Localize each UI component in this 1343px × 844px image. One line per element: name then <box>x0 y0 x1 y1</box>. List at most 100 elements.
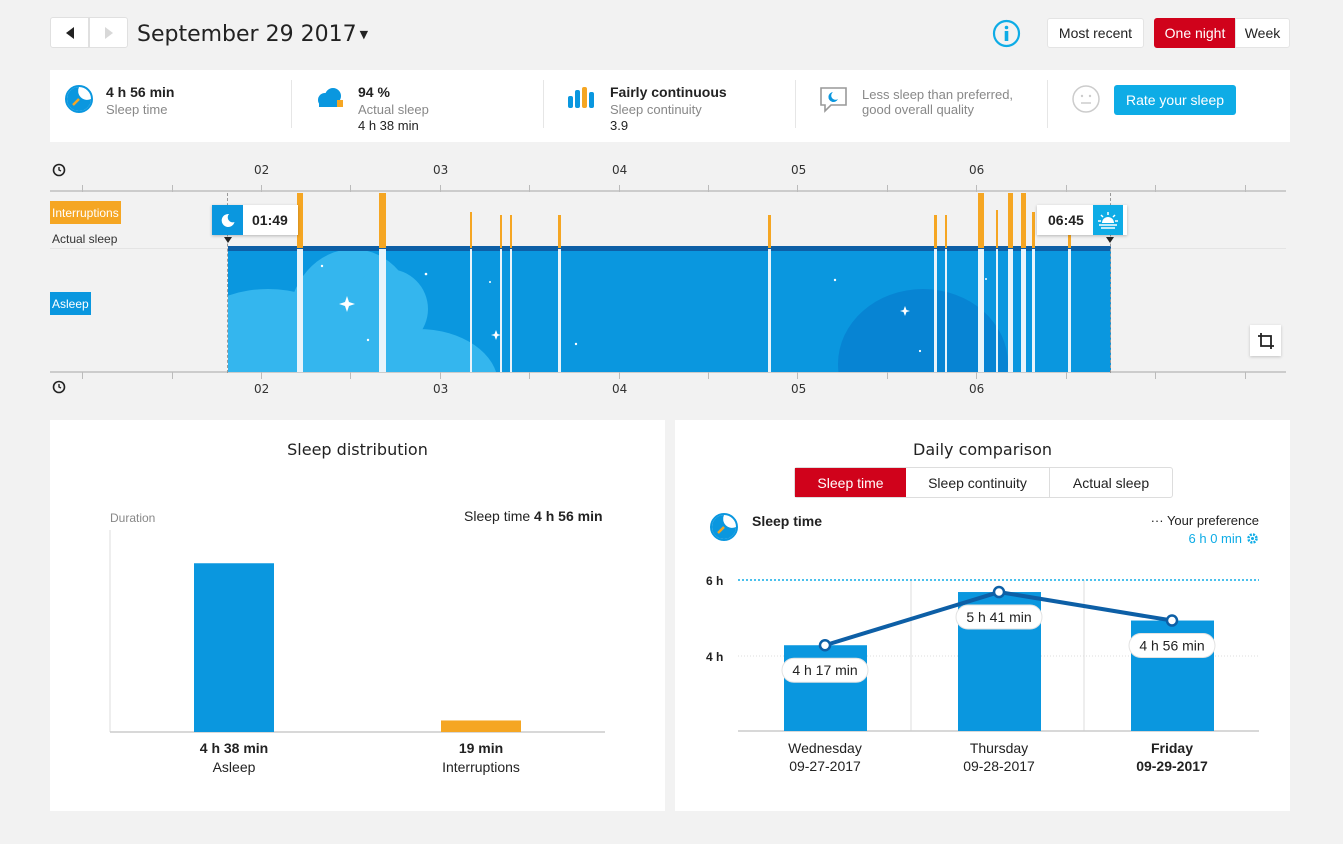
date-label: 09-28-2017 <box>963 758 1035 774</box>
distribution-bar <box>441 720 521 732</box>
interruption-bar <box>934 215 937 248</box>
sleep-quality-feedback: Less sleep than preferred, good overall … <box>862 87 1014 117</box>
interruption-bar <box>945 215 947 248</box>
hour-label-bottom: 03 <box>433 382 449 396</box>
hour-label-top: 03 <box>433 163 449 177</box>
date-label: 09-27-2017 <box>789 758 861 774</box>
divider <box>543 80 544 128</box>
day-label: Wednesday <box>788 740 862 756</box>
value-label-pill <box>781 657 869 683</box>
sleep-summary-bar: 4 h 56 min Sleep time 94 % Actual sleep … <box>50 70 1290 142</box>
data-point <box>818 638 832 652</box>
hour-label-bottom: 02 <box>254 382 270 396</box>
previous-night-button[interactable] <box>50 17 89 48</box>
tab-sleep-time[interactable]: Sleep time <box>795 468 906 497</box>
rate-your-sleep-button[interactable]: Rate your sleep <box>1114 85 1236 115</box>
preference-label: ··· Your preference <box>1150 513 1259 528</box>
comparison-value-label: 4 h 56 min <box>1139 638 1204 654</box>
timeline-axis-bottom <box>50 371 1286 373</box>
sleep-continuity-bars-icon <box>568 87 594 108</box>
clock-icon <box>52 163 66 177</box>
duration-axis-label: Duration <box>110 511 156 525</box>
most-recent-button[interactable]: Most recent <box>1047 18 1144 48</box>
interruption-bar <box>768 215 771 248</box>
hour-label-bottom: 06 <box>969 382 985 396</box>
sleep-continuity-value: Fairly continuous <box>610 84 727 100</box>
arrow-left-icon <box>65 26 74 39</box>
sleep-time-clock-icon <box>710 513 738 541</box>
caret-down-icon: ▼ <box>359 28 369 41</box>
tab-actual-sleep[interactable]: Actual sleep <box>1072 474 1150 491</box>
sunrise-icon <box>1092 205 1123 235</box>
value-label-pill <box>955 604 1043 630</box>
metric-title: Sleep time <box>752 513 823 529</box>
interruption-bar <box>297 193 303 248</box>
tab-sleep-continuity[interactable]: Sleep continuity <box>906 468 1050 497</box>
sleep-start-marker: 01:49 <box>212 205 298 235</box>
daily-comparison-chart: 6 h 4 h 4 h 17 min 5 h 41 min 4 h 56 min Wedn… <box>706 574 1259 774</box>
hour-label-top: 02 <box>254 163 270 177</box>
y-tick-label: 4 h <box>706 650 723 664</box>
sleep-start-time: 01:49 <box>252 212 288 228</box>
interruptions-row-label: Interruptions <box>50 201 121 224</box>
comparison-value-label: 4 h 17 min <box>792 662 857 678</box>
sleep-feedback-speech-icon <box>820 87 847 113</box>
sleep-distribution-panel: Sleep distribution Duration Sleep time 4… <box>50 420 665 811</box>
comparison-value-label: 5 h 41 min <box>966 609 1031 625</box>
sleep-time-summary: Sleep time 4 h 56 min <box>464 508 603 524</box>
divider <box>795 80 796 128</box>
one-night-tab[interactable]: One night <box>1154 18 1236 48</box>
distribution-category-label: Interruptions <box>442 759 520 775</box>
daily-comparison-title: Daily comparison <box>913 440 1052 459</box>
interruption-bar <box>1008 193 1013 248</box>
day-label: Friday <box>1151 740 1193 756</box>
crop-sleep-button[interactable] <box>1250 325 1281 356</box>
hour-label-top: 05 <box>791 163 807 177</box>
crop-icon <box>1257 332 1274 349</box>
sleep-time-value: 4 h 56 min <box>106 84 175 100</box>
preference-setting[interactable]: 6 h 0 min <box>1189 531 1259 546</box>
distribution-bar <box>194 563 274 732</box>
asleep-row-label: Asleep <box>50 292 91 315</box>
interruption-bar <box>996 210 998 248</box>
hour-label-bottom: 05 <box>791 382 807 396</box>
sleep-distribution-chart: 4 h 38 min Asleep 19 min Interruptions <box>109 530 605 775</box>
interruption-bar <box>978 193 984 248</box>
data-point <box>992 585 1006 599</box>
week-tab[interactable]: Week <box>1235 18 1290 48</box>
sleep-continuity-label: Sleep continuity <box>610 102 702 117</box>
neutral-face-icon <box>1072 85 1100 113</box>
interruption-bar <box>470 212 472 248</box>
y-tick-label: 6 h <box>706 574 723 588</box>
hour-label-top: 04 <box>612 163 628 177</box>
interruption-bar <box>1068 228 1071 248</box>
sleep-continuity-detail: 3.9 <box>610 118 629 133</box>
distribution-category-label: Asleep <box>213 759 256 775</box>
actual-sleep-detail: 4 h 38 min <box>358 118 419 133</box>
gear-icon <box>1247 533 1258 544</box>
hour-label-bottom: 04 <box>612 382 628 396</box>
next-night-button[interactable] <box>89 17 128 48</box>
actual-sleep-row-label: Actual sleep <box>52 232 118 246</box>
hour-label-top: 06 <box>969 163 985 177</box>
actual-sleep-value: 94 % <box>358 84 390 100</box>
sleep-distribution-title: Sleep distribution <box>287 440 428 459</box>
date-label: September 29 2017 <box>137 22 357 47</box>
daily-comparison-panel: Daily comparison Sleep time Sleep contin… <box>675 420 1290 811</box>
sleep-timeline: 02 03 04 05 06 Interruptions Actual slee… <box>50 155 1290 405</box>
date-selector[interactable]: September 29 2017 ▼ <box>137 22 368 47</box>
preference-value: 6 h 0 min <box>1188 531 1242 546</box>
sleep-end-marker: 06:45 <box>1037 205 1127 235</box>
actual-sleep-label: Actual sleep <box>358 102 429 117</box>
actual-sleep-band <box>228 246 1111 251</box>
actual-sleep-cloud-icon <box>318 88 343 107</box>
interruption-bar <box>500 215 502 248</box>
interruption-bar <box>1021 193 1026 248</box>
data-point <box>1165 614 1179 627</box>
date-label: 09-29-2017 <box>1136 758 1208 774</box>
info-icon[interactable] <box>992 19 1021 48</box>
interruption-bar <box>510 215 512 248</box>
sleep-end-time: 06:45 <box>1048 212 1084 228</box>
sleep-time-label: Sleep time <box>106 102 168 117</box>
timeline-axis-top <box>50 190 1286 192</box>
